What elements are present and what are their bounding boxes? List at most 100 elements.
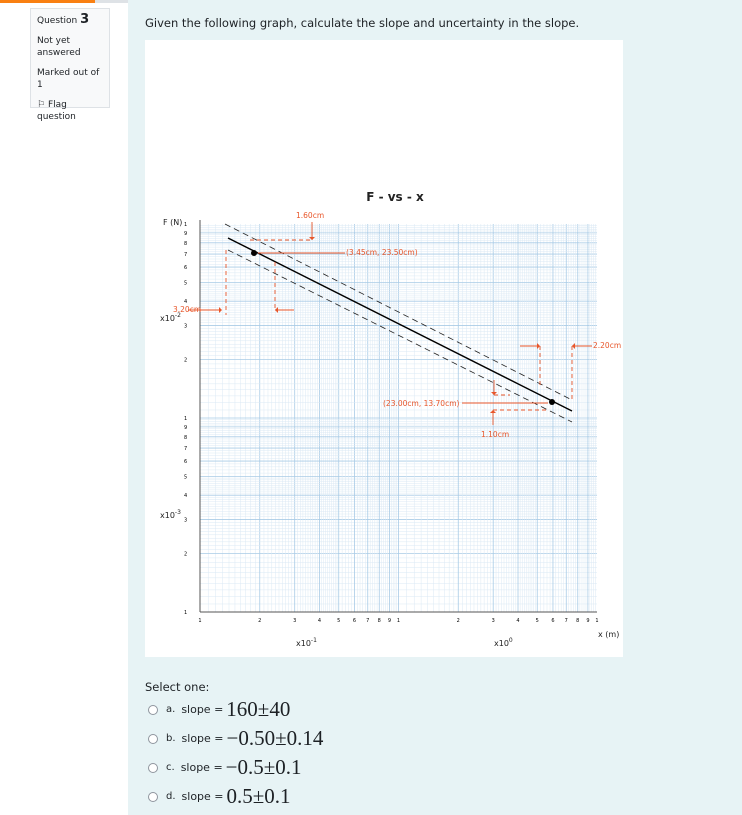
x-tick-label: 8 [378,618,381,624]
point [251,250,257,256]
radio-button[interactable] [148,791,158,802]
option-value[interactable]: 160±40 [226,697,291,721]
y-tick-label: 4 [184,493,187,499]
flag-question[interactable]: ⚐ Flag question [37,100,76,122]
option-prefix[interactable]: slope = [181,732,224,745]
x-tick-label: 7 [565,618,568,624]
y-tick-label: 9 [184,231,187,237]
x-tick-label: 9 [388,618,391,624]
radio-button[interactable] [148,762,158,773]
option-value[interactable]: −0.50±0.14 [226,726,324,750]
y-tick-label: 1 [184,610,187,616]
option-prefix[interactable]: slope = [181,790,224,803]
option-letter[interactable]: d. [166,791,176,802]
question-number: Question 3 [37,12,103,27]
multiplier: x10-3 [160,509,181,520]
arrow-head [275,307,278,313]
question-num: 3 [80,12,90,27]
y-tick-label: 1 [184,416,187,422]
graph-image: 1 2 3 4 5 6 7 8 9 1 2 3 4 5 6 7 8 9 1 1 2 3 4 5 6 7 8 9 1 2 3 4 5 6 7 8 9 1 x1… [145,40,623,657]
option[interactable]: b. slope = −0.50±0.14 [148,726,323,751]
graph-title: F - vs - x [366,190,424,204]
y-axis-label: F (N) [163,218,182,227]
multiplier-exp: -1 [311,637,317,644]
graph: 1 2 3 4 5 6 7 8 9 1 2 3 4 5 6 7 8 9 11234567891234567891x1… [160,190,621,648]
y-tick-label: 5 [184,474,187,480]
multiplier-exp: -3 [175,509,181,516]
best-fit [227,237,573,412]
y-tick-label: 6 [184,265,187,271]
option[interactable]: a. slope = 160±40 [148,697,290,722]
annotation: 3.20cm [173,305,201,314]
arrow-head [537,343,540,349]
y-tick-label: 8 [184,241,187,247]
x-tick-label: 8 [576,618,579,624]
select-label: Select one: [145,680,210,694]
y-tick-label: 2 [184,552,187,558]
radio-button[interactable] [148,704,158,715]
x-tick-label: 6 [551,618,554,624]
y-tick-label: 2 [184,358,187,364]
y-tick-label: 7 [184,446,187,452]
x-tick-label: 3 [293,618,296,624]
multiplier-exp: -2 [175,312,181,319]
y-tick-label: 5 [184,280,187,286]
annotation: 1.60cm [296,211,324,220]
option-prefix[interactable]: slope = [181,703,224,716]
question-info: Question 3 Not yet answered Marked out o… [30,8,110,122]
arrow-head [490,410,496,413]
arrow-head [572,343,575,349]
y-tick-label: 7 [184,252,187,258]
radio-button[interactable] [148,733,158,744]
y-tick-label: 1 [184,222,187,228]
y-tick-label: 3 [184,323,187,329]
arrow-head [219,307,222,313]
option-value[interactable]: 0.5±0.1 [226,784,291,808]
multiplier-base: x10 [296,639,311,648]
x-tick-label: 9 [586,618,589,624]
y-tick-label: 6 [184,459,187,465]
option-value[interactable]: −0.5±0.1 [225,755,302,779]
option-prefix[interactable]: slope = [180,761,223,774]
multiplier-base: x10 [160,314,175,323]
arrow-head [309,237,315,240]
x-tick-label: 5 [337,618,340,624]
option[interactable]: c. slope = −0.5±0.1 [148,755,302,780]
y-tick-label: 3 [184,517,187,523]
x-tick-label: 5 [536,618,539,624]
x-tick-label: 6 [353,618,356,624]
x-tick-label: 1 [198,618,201,624]
question-text: Given the following graph, calculate the… [145,16,580,30]
question-label: Question [37,16,78,26]
x-tick-label: 1 [397,618,400,624]
annotation: (3.45cm, 23.50cm) [346,248,418,257]
x-tick-label: 2 [258,618,261,624]
y-tick-label: 9 [184,425,187,431]
x-tick-label: 2 [457,618,460,624]
option-letter[interactable]: c. [166,762,175,773]
top-bar-accent [0,0,95,3]
option-letter[interactable]: a. [166,704,176,715]
x-tick-label: 7 [366,618,369,624]
flag-label[interactable]: Flag question [37,100,76,122]
multiplier: x10-2 [160,312,181,323]
annotation: 1.10cm [481,430,509,439]
multiplier: x100 [494,637,513,648]
y-tick-label: 8 [184,435,187,441]
x-tick-label: 4 [516,618,519,624]
point [549,399,555,405]
annotation: (23.00cm, 13.70cm) [383,399,459,408]
x-tick-label: 3 [492,618,495,624]
multiplier-base: x10 [160,511,175,520]
x-tick-label: 4 [318,618,321,624]
y-tick-label: 4 [184,299,187,305]
min-line [227,249,573,423]
multiplier-base: x10 [494,639,509,648]
option[interactable]: d. slope = 0.5±0.1 [148,784,291,809]
annotation: 2.20cm [593,341,621,350]
x-tick-label: 1 [595,618,598,624]
marks: Marked out of 1 [37,68,100,90]
option-letter[interactable]: b. [166,733,176,744]
multiplier-exp: 0 [509,637,513,644]
